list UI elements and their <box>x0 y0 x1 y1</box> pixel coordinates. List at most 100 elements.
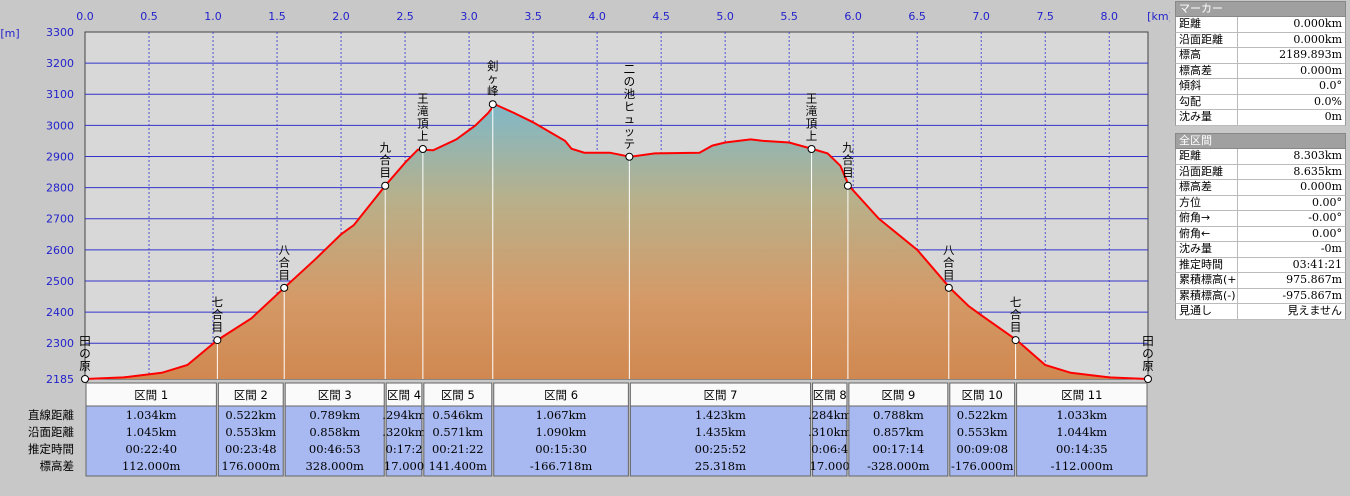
x-tick-label: 2.5 <box>396 10 414 23</box>
section-value: 1.090km <box>536 425 587 439</box>
marker-point <box>1144 375 1152 383</box>
x-tick-label: 7.0 <box>972 10 990 23</box>
section-row-label: 沿面距離 <box>28 425 74 439</box>
marker-panel-row-value: 0.0% <box>1314 94 1342 108</box>
y-tick-label: 3200 <box>46 57 74 70</box>
section-value: 25.318m <box>695 459 746 473</box>
marker-panel-row-key: 距離 <box>1176 17 1238 32</box>
section-value: 0:17:2 <box>386 442 423 456</box>
marker-panel-row: 標高差 0.000m <box>1175 63 1346 79</box>
y-tick-label: 2900 <box>46 150 74 163</box>
total-panel-row-value: -0m <box>1320 242 1342 255</box>
section-row-label: 標高差 <box>40 459 75 473</box>
section-value: 0.858km <box>309 425 360 439</box>
marker-panel-row-key: 傾斜 <box>1176 79 1238 94</box>
section-value: 0.553km <box>957 425 1008 439</box>
x-tick-label: 0.0 <box>76 10 94 23</box>
y-tick-label: 2600 <box>46 244 74 257</box>
x-tick-label: 8.0 <box>1100 10 1118 23</box>
section-value: 0:06:4 <box>811 442 848 456</box>
y-tick-label: 3300 <box>46 26 74 39</box>
total-panel-row-key: 方位 <box>1176 195 1238 210</box>
marker-label: 剣ヶ峰 <box>487 59 499 98</box>
total-panel-row-key: 累積標高(-) <box>1176 288 1238 303</box>
section-data-cell <box>812 405 848 477</box>
total-panel-row-key: 沈み量 <box>1176 242 1238 257</box>
section-data-cell <box>284 405 385 477</box>
elevation-profile-chart[interactable]: 田の原 七合目 八合目 九合目 王滝頂上 剣ヶ峰 二の池ヒュッテ 王滝頂上九合目八合目七合目田… <box>0 0 1170 496</box>
section-value: 0.857km <box>873 425 924 439</box>
section-name: 区間 5 <box>441 388 475 402</box>
marker-point <box>280 283 289 292</box>
total-panel-row-value: 見えません <box>1287 304 1342 317</box>
section-name: 区間 11 <box>1061 388 1102 402</box>
section-value: -112.000m <box>1051 459 1113 473</box>
x-tick-label: 6.0 <box>844 10 862 23</box>
marker-label: 王滝頂上 <box>806 92 818 144</box>
x-tick-label: 5.0 <box>716 10 734 23</box>
y-tick-label: 2400 <box>46 306 74 319</box>
marker-panel-row-value: 0.000km <box>1293 32 1342 46</box>
total-panel-row: 方位 0.00° <box>1175 195 1346 211</box>
total-panel-row: 累積標高(-) -975.867m <box>1175 288 1346 304</box>
total-panel-row-key: 累積標高(+) <box>1176 273 1238 288</box>
section-row-label: 直線距離 <box>28 408 74 422</box>
section-name: 区間 10 <box>962 388 1003 402</box>
total-panel-row-key: 見通し <box>1176 304 1238 319</box>
section-data-cell <box>85 405 217 477</box>
section-value: 00:14:35 <box>1056 442 1108 456</box>
total-panel-row-value: 0.000m <box>1300 180 1342 193</box>
section-value: 0.788km <box>873 408 924 422</box>
section-value: 00:22:40 <box>125 442 177 456</box>
section-value: 1.067km <box>536 408 587 422</box>
section-value: 0.571km <box>432 425 483 439</box>
marker-panel-row: 勾配 0.0% <box>1175 94 1346 110</box>
total-panel-title: 全区間 <box>1175 133 1346 149</box>
section-value: 328.000m <box>305 459 364 473</box>
marker-label: 八合目 <box>278 243 290 282</box>
section-value: -166.718m <box>530 459 592 473</box>
total-panel-row: 累積標高(+) 975.867m <box>1175 273 1346 289</box>
section-value: 0.522km <box>957 408 1008 422</box>
section-data-cell <box>848 405 949 477</box>
section-name: 区間 3 <box>318 388 352 402</box>
total-panel: 全区間 距離 8.303km 沿面距離 8.635km 標高差 0.000m 方位 0.00°… <box>1175 133 1346 320</box>
section-value: 112.000m <box>122 459 181 473</box>
section-value: 00:25:52 <box>695 442 747 456</box>
marker-panel-row: 距離 0.000km <box>1175 17 1346 33</box>
section-value: 141.400m <box>429 459 488 473</box>
total-panel-row-value: -975.867m <box>1282 288 1342 302</box>
total-panel-row: 見通し 見えません <box>1175 304 1346 320</box>
section-value: 0.553km <box>225 425 276 439</box>
marker-label: 九合目 <box>379 141 391 180</box>
section-data-cell <box>949 405 1016 477</box>
y-tick-label: 3000 <box>46 119 74 132</box>
marker-label: 八合目 <box>943 243 955 282</box>
total-panel-row: 標高差 0.000m <box>1175 180 1346 196</box>
total-panel-row-value: 0.00° <box>1312 195 1342 209</box>
section-value: 1.435km <box>695 425 746 439</box>
total-panel-row-key: 俯角← <box>1176 226 1238 241</box>
section-value: 17.000 <box>384 459 424 473</box>
marker-point <box>1011 336 1020 345</box>
section-value: 176.000m <box>222 459 281 473</box>
y-tick-label: 2500 <box>46 275 74 288</box>
total-panel-row-key: 沿面距離 <box>1176 164 1238 179</box>
section-name: 区間 1 <box>134 388 168 402</box>
marker-label: 七合目 <box>212 295 224 334</box>
x-tick-label: 7.5 <box>1036 10 1054 23</box>
x-tick-label: 1.5 <box>268 10 286 23</box>
section-value: 0.789km <box>309 408 360 422</box>
marker-panel-row: 傾斜 0.0° <box>1175 79 1346 95</box>
marker-label: 王滝頂上 <box>417 92 429 144</box>
total-panel-row-value: 0.00° <box>1312 226 1342 240</box>
section-value: 1.033km <box>1056 408 1107 422</box>
x-tick-label: 6.5 <box>908 10 926 23</box>
total-panel-row-key: 俯角→ <box>1176 211 1238 226</box>
section-row-label: 推定時間 <box>28 442 74 456</box>
y-tick-label: 2700 <box>46 213 74 226</box>
y-tick-label: 2300 <box>46 337 74 350</box>
total-panel-row-key: 推定時間 <box>1176 257 1238 272</box>
marker-label: 田の原 <box>79 334 91 373</box>
total-panel-row-value: 975.867m <box>1286 273 1342 286</box>
